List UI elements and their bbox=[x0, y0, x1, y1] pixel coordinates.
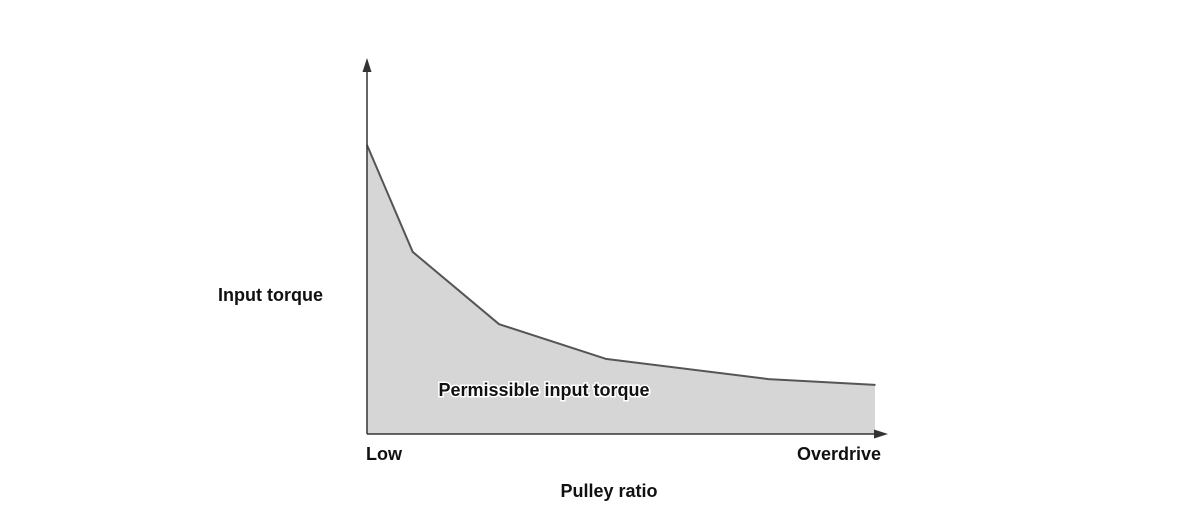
data-point-4 bbox=[767, 378, 770, 380]
series-area-0 bbox=[367, 145, 875, 434]
data-point-2 bbox=[498, 323, 500, 325]
y-axis-label: Input torque bbox=[218, 285, 323, 305]
data-point-3 bbox=[604, 358, 607, 360]
series-line-0 bbox=[366, 144, 876, 386]
data-point-5 bbox=[874, 384, 876, 386]
region-label: Permissible input torque bbox=[438, 380, 649, 400]
axis-layer bbox=[362, 58, 888, 439]
text-layer: Input torque Low Overdrive Pulley ratio … bbox=[218, 285, 881, 501]
data-point-1 bbox=[411, 251, 414, 253]
x-axis-arrow bbox=[874, 429, 888, 439]
x-axis-label: Pulley ratio bbox=[560, 481, 657, 501]
x-tick-label-low: Low bbox=[366, 444, 403, 464]
y-axis-arrow bbox=[362, 58, 372, 72]
area-layer bbox=[366, 144, 876, 434]
x-tick-label-overdrive: Overdrive bbox=[797, 444, 881, 464]
